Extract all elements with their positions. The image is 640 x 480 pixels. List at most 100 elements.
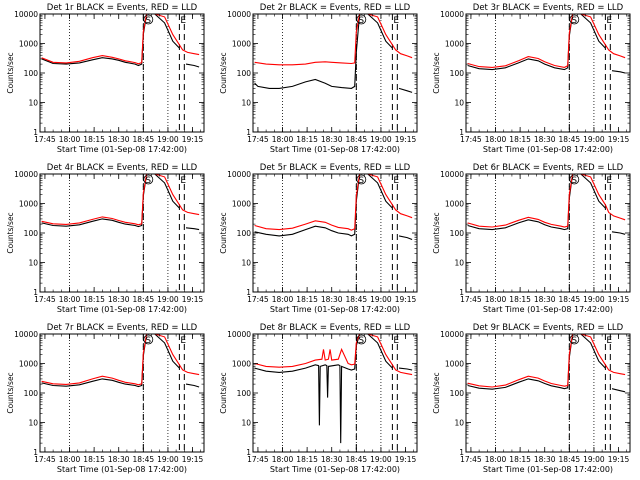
x-tick-label: 18:15 (296, 295, 318, 304)
x-tick-label: 18:15 (296, 135, 318, 144)
x-axis-label: Start Time (01-Sep-08 17:42:00) (57, 465, 187, 474)
x-tick-label: 18:45 (346, 455, 368, 464)
chart-panel: Det 7r BLACK = Events, RED = LLD S E 1 10 100… (6, 323, 205, 474)
x-tick-label: 18:45 (133, 295, 155, 304)
series-group (467, 174, 626, 235)
y-tick-label: 10000 (227, 330, 251, 339)
x-tick-label: 18:30 (321, 455, 343, 464)
y-axis-label: Counts/sec (6, 372, 15, 413)
x-axis-label: Start Time (01-Sep-08 17:42:00) (57, 145, 187, 154)
x-tick-label: 18:00 (59, 295, 81, 304)
y-tick-label: 1 (33, 128, 38, 137)
series-group (254, 174, 413, 241)
y-tick-label: 100 (237, 229, 252, 238)
x-tick-label: 18:15 (509, 455, 531, 464)
start-marker: S (358, 336, 364, 346)
y-tick-label: 1 (33, 448, 38, 457)
y-tick-label: 1000 (445, 360, 464, 369)
y-tick-label: 1 (246, 128, 251, 137)
x-tick-label: 18:00 (59, 135, 81, 144)
x-tick-label: 19:15 (182, 135, 204, 144)
y-tick-label: 10 (241, 99, 251, 108)
x-tick-label: 19:00 (157, 135, 179, 144)
series-line (467, 174, 626, 228)
start-marker: S (571, 176, 577, 186)
x-tick-label: 18:15 (296, 455, 318, 464)
series-line (254, 334, 413, 376)
y-axis-label: Counts/sec (6, 52, 15, 93)
y-tick-label: 1000 (445, 40, 464, 49)
x-tick-label: 18:45 (133, 455, 155, 464)
y-tick-label: 1000 (232, 200, 251, 209)
y-tick-label: 10000 (227, 10, 251, 19)
x-tick-label: 18:30 (108, 295, 130, 304)
start-marker: S (358, 16, 364, 26)
end-marker: E (606, 16, 612, 26)
y-tick-label: 10000 (440, 10, 464, 19)
x-axis-label: Start Time (01-Sep-08 17:42:00) (483, 305, 613, 314)
series-group (41, 174, 200, 231)
chart-title: Det 3r BLACK = Events, RED = LLD (473, 3, 624, 13)
x-tick-label: 18:30 (534, 135, 556, 144)
series-line (467, 14, 626, 68)
x-tick-label: 19:15 (395, 135, 417, 144)
x-tick-label: 18:15 (509, 135, 531, 144)
y-axis-label: Counts/sec (432, 212, 441, 253)
x-tick-label: 19:15 (182, 295, 204, 304)
end-marker: E (180, 16, 186, 26)
series-line (41, 334, 200, 388)
x-tick-label: 17:45 (34, 295, 56, 304)
series-line (467, 334, 626, 388)
x-tick-label: 18:30 (534, 455, 556, 464)
y-tick-label: 10 (28, 99, 38, 108)
x-tick-label: 18:45 (346, 295, 368, 304)
y-tick-label: 1000 (19, 200, 38, 209)
x-tick-label: 19:15 (395, 455, 417, 464)
chart-panel: Det 2r BLACK = Events, RED = LLD S E 1 10 100… (219, 3, 418, 154)
y-axis-label: Counts/sec (219, 52, 228, 93)
series-line (41, 174, 200, 231)
y-tick-label: 100 (237, 389, 252, 398)
y-tick-label: 1000 (232, 360, 251, 369)
y-tick-label: 10 (454, 99, 464, 108)
series-group (254, 334, 413, 444)
x-tick-label: 18:30 (534, 295, 556, 304)
chart-panel: Det 1r BLACK = Events, RED = LLD S E 1 10 100… (6, 3, 205, 154)
start-marker: S (571, 336, 577, 346)
x-tick-label: 19:00 (370, 295, 392, 304)
y-tick-label: 10000 (14, 10, 38, 19)
x-axis-label: Start Time (01-Sep-08 17:42:00) (270, 305, 400, 314)
x-tick-label: 17:45 (247, 295, 269, 304)
x-tick-label: 19:00 (370, 455, 392, 464)
x-tick-label: 18:30 (321, 295, 343, 304)
x-axis-label: Start Time (01-Sep-08 17:42:00) (483, 465, 613, 474)
y-tick-label: 1 (246, 448, 251, 457)
start-marker-circle (356, 174, 367, 185)
x-tick-label: 17:45 (34, 455, 56, 464)
chart-title: Det 1r BLACK = Events, RED = LLD (47, 3, 198, 13)
series-line (254, 334, 413, 444)
chart-panel: Det 5r BLACK = Events, RED = LLD S E 1 10 100… (219, 163, 418, 314)
x-tick-label: 19:00 (583, 135, 605, 144)
series-group (41, 334, 200, 388)
y-tick-label: 10 (28, 259, 38, 268)
series-group (467, 334, 626, 393)
series-line (41, 174, 200, 226)
y-tick-label: 1 (459, 128, 464, 137)
start-marker: S (145, 176, 151, 186)
y-tick-label: 1 (459, 288, 464, 297)
start-marker: S (145, 336, 151, 346)
series-group (41, 14, 200, 68)
x-tick-label: 19:00 (583, 295, 605, 304)
y-tick-label: 100 (450, 229, 465, 238)
y-tick-label: 100 (450, 69, 465, 78)
series-group (254, 14, 413, 93)
x-tick-label: 18:30 (108, 455, 130, 464)
y-tick-label: 1000 (19, 40, 38, 49)
end-marker: E (606, 336, 612, 346)
x-tick-label: 19:00 (157, 295, 179, 304)
y-tick-label: 10000 (227, 170, 251, 179)
series-line (254, 174, 413, 241)
x-tick-label: 18:00 (272, 295, 294, 304)
series-line (467, 334, 626, 393)
